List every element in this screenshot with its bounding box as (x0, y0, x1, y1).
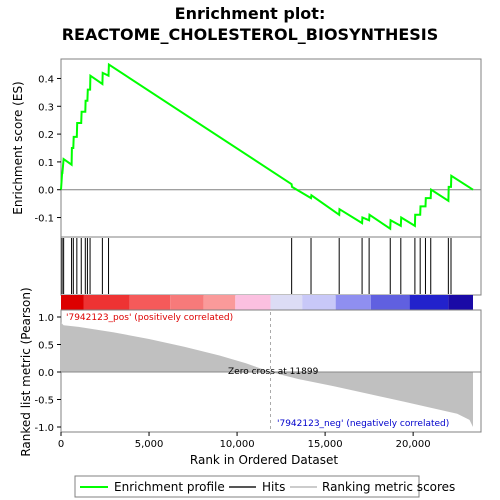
ranking-metric-area (61, 322, 473, 427)
es-ytick-label: 0.1 (38, 158, 54, 169)
colorbar-segment (270, 295, 303, 310)
colorbar-segment (370, 295, 410, 310)
legend-item-ranking-metric: Ranking metric scores (290, 480, 455, 494)
legend-label-enrichment-profile: Enrichment profile (114, 480, 225, 494)
colorbar-segment (335, 295, 371, 310)
colorbar-segment (448, 295, 473, 310)
legend-item-hits: Hits (229, 480, 285, 494)
x-tick-label: 10,000 (220, 439, 255, 450)
colorbar-segment (170, 295, 204, 310)
colorbar-segment (409, 295, 449, 310)
neg-correlated-label: '7942123_neg' (negatively correlated) (277, 419, 449, 429)
x-tick-label: 20,000 (396, 439, 431, 450)
es-ytick-label: -0.1 (34, 214, 54, 225)
es-ytick-label: 0.2 (38, 130, 54, 141)
colorbar-segment (61, 295, 84, 310)
metric-ytick-label: -0.5 (34, 396, 54, 407)
colorbar-segment (235, 295, 271, 310)
es-ytick-label: 0.4 (38, 74, 54, 85)
hits-panel-frame (60, 236, 482, 296)
x-tick-label: 15,000 (308, 439, 343, 450)
legend-label-hits: Hits (262, 480, 285, 494)
chart-title-line1: Enrichment plot: (175, 4, 326, 23)
legend-label-ranking-metric: Ranking metric scores (322, 480, 455, 494)
metric-ytick-label: 0.0 (38, 368, 54, 379)
legend-item-enrichment-profile: Enrichment profile (80, 480, 225, 494)
zero-cross-label: Zero cross at 11899 (228, 367, 319, 377)
metric-ytick-label: 1.0 (38, 313, 54, 324)
colorbar-segment (302, 295, 336, 310)
colorbar-segment (83, 295, 130, 310)
colorbar-segment (129, 295, 171, 310)
pos-correlated-label: '7942123_pos' (positively correlated) (66, 313, 233, 323)
metric-axis-label: Ranked list metric (Pearson) (19, 287, 33, 456)
metric-ytick-label: -1.0 (34, 423, 54, 434)
es-panel-frame (60, 58, 482, 238)
es-ytick-label: 0.3 (38, 102, 54, 113)
x-axis-label: Rank in Ordered Dataset (190, 453, 338, 467)
metric-ytick-label: 0.5 (38, 341, 54, 352)
x-tick-label: 0 (58, 439, 64, 450)
x-tick-label: 5,000 (135, 439, 164, 450)
es-axis-label: Enrichment score (ES) (11, 81, 25, 214)
chart-title-line2: REACTOME_CHOLESTEROL_BIOSYNTHESIS (62, 25, 439, 44)
colorbar-segment (203, 295, 236, 310)
es-ytick-label: 0.0 (38, 186, 54, 197)
enrichment-profile-line (60, 62, 474, 231)
